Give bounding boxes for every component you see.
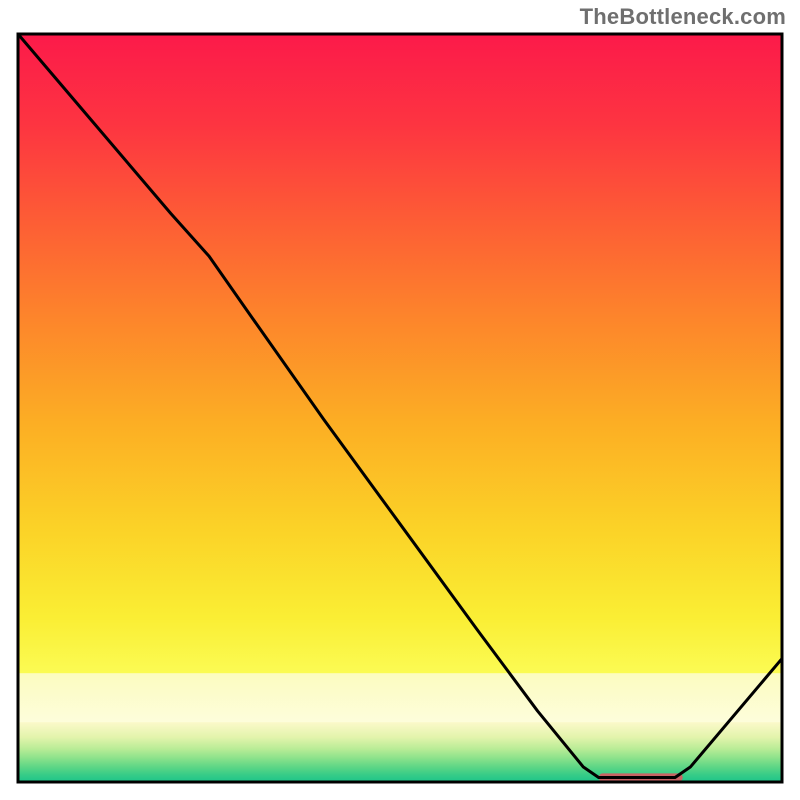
watermark-text: TheBottleneck.com [580,4,786,30]
bottleneck-chart [0,0,800,800]
chart-container: TheBottleneck.com [0,0,800,800]
gradient-bottom-band [18,722,782,782]
gradient-background [18,34,782,782]
